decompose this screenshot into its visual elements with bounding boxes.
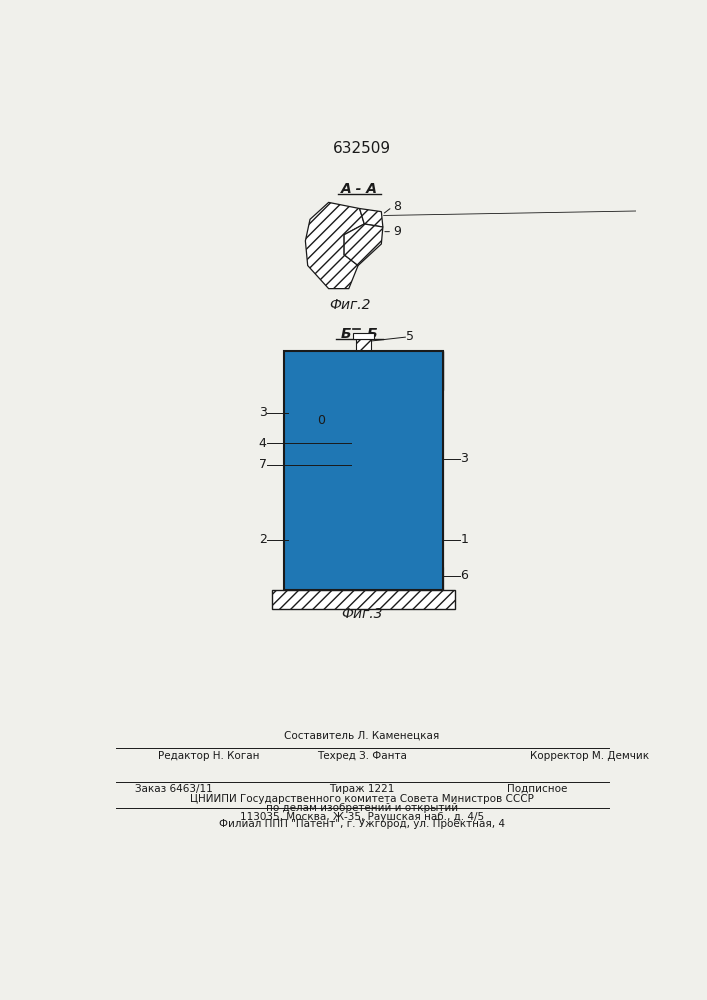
Text: 1: 1 [460, 533, 468, 546]
Text: 632509: 632509 [333, 141, 391, 156]
Text: 0: 0 [317, 414, 325, 427]
Bar [354, 333, 373, 339]
Text: Фиг.2: Фиг.2 [329, 298, 371, 312]
Bar [284, 505, 311, 590]
Polygon shape [305, 202, 364, 289]
Bar [378, 389, 443, 505]
Text: А - А: А - А [341, 182, 378, 196]
Bar [349, 505, 378, 567]
Text: 9: 9 [393, 225, 401, 238]
Bar [416, 505, 443, 590]
Text: Составитель Л. Каменецкая: Составитель Л. Каменецкая [284, 731, 440, 741]
Text: по делам изобретений и открытий: по делам изобретений и открытий [266, 803, 458, 813]
Bar [272, 590, 455, 609]
Text: 113035, Москва, Ж-35, Раушская наб., д. 4/5: 113035, Москва, Ж-35, Раушская наб., д. … [240, 812, 484, 822]
Polygon shape [344, 224, 383, 266]
Bar [353, 353, 374, 388]
Bar [284, 351, 443, 590]
Polygon shape [360, 209, 383, 227]
Text: 8: 8 [393, 200, 401, 213]
Text: Корректор М. Демчик: Корректор М. Демчик [530, 751, 649, 761]
Text: Техред З. Фанта: Техред З. Фанта [317, 751, 407, 761]
Polygon shape [346, 509, 381, 567]
Text: Б - Б: Б - Б [341, 327, 378, 341]
Text: ЦНИИПИ Государственного комитета Совета Министров СССР: ЦНИИПИ Государственного комитета Совета … [190, 794, 534, 804]
Text: 2: 2 [259, 533, 267, 546]
Text: 3: 3 [460, 452, 468, 465]
Text: Редактор Н. Коган: Редактор Н. Коган [158, 751, 259, 761]
Bar [349, 389, 378, 505]
Bar [284, 567, 443, 590]
Text: 5: 5 [406, 330, 414, 343]
Text: Филиал ППП "Патент", г. Ужгород, ул. Проектная, 4: Филиал ППП "Патент", г. Ужгород, ул. Про… [219, 819, 505, 829]
Bar [284, 351, 443, 389]
Text: 7: 7 [259, 458, 267, 471]
Bar [284, 351, 443, 590]
Bar [349, 351, 378, 389]
Text: 6: 6 [460, 569, 468, 582]
Text: 3: 3 [259, 406, 267, 419]
Text: Заказ 6463/11: Заказ 6463/11 [135, 784, 213, 794]
Text: 4: 4 [259, 437, 267, 450]
Bar [284, 389, 349, 505]
Text: Фиг.3: Фиг.3 [341, 607, 382, 621]
Bar [356, 339, 371, 351]
Bar [284, 505, 443, 590]
Text: Подписное: Подписное [507, 784, 567, 794]
Text: Тираж 1221: Тираж 1221 [329, 784, 395, 794]
